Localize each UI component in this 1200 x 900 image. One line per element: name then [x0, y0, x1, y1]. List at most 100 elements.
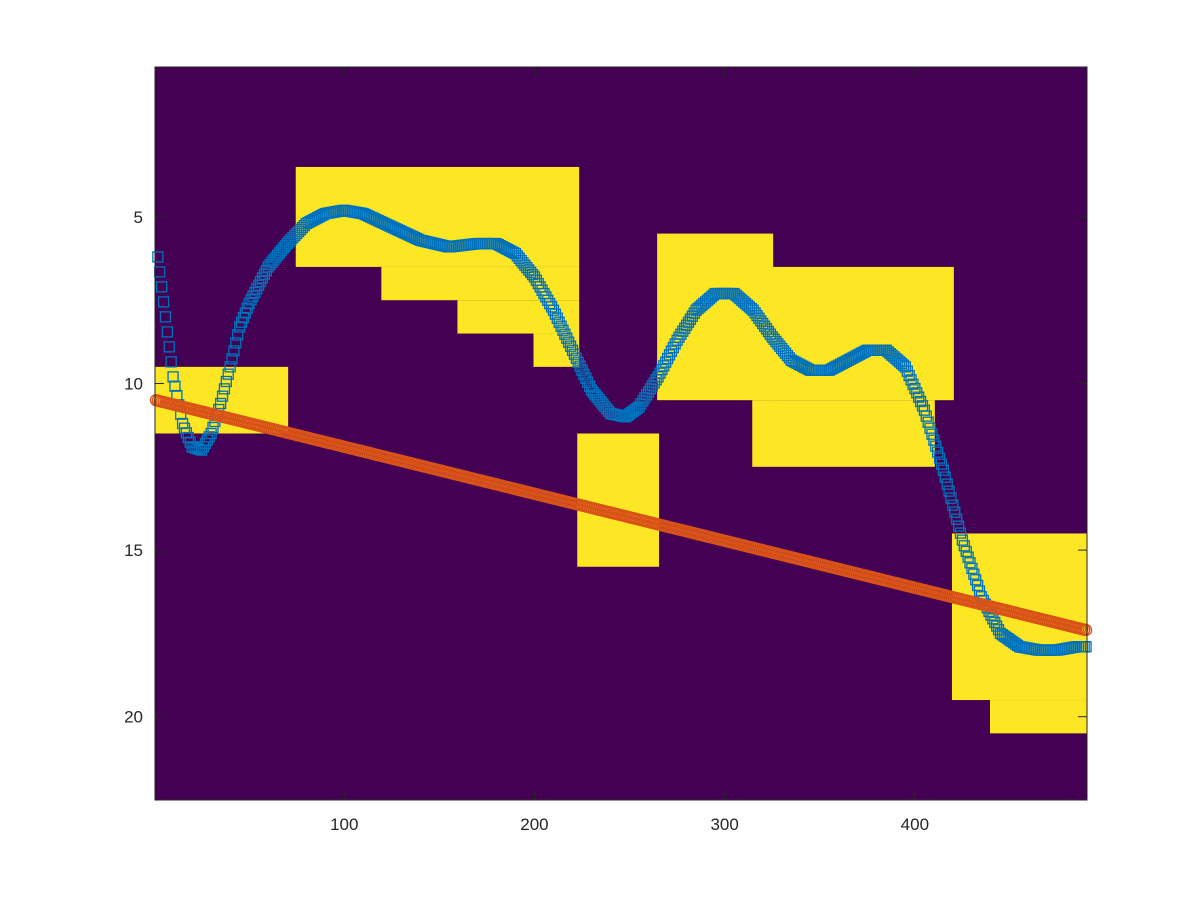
curve-marker [932, 446, 944, 458]
curve-marker [502, 243, 514, 256]
curve-marker [551, 312, 563, 324]
curve-marker [534, 281, 546, 293]
curve-marker [943, 485, 955, 497]
mask-block [752, 400, 935, 467]
curve-marker [642, 386, 655, 398]
y-tick-label: 5 [134, 208, 143, 227]
curve-marker [937, 464, 950, 476]
curve-marker [580, 372, 592, 384]
curve-marker [663, 349, 676, 361]
curve-marker [283, 235, 295, 248]
curve-marker [922, 416, 934, 428]
y-axis-ticks: 5 10 15 20 [124, 208, 1087, 727]
curve-marker [538, 287, 550, 300]
curve-marker [989, 616, 1001, 629]
curve-marker [561, 332, 573, 344]
curve-marker [656, 363, 668, 376]
curve-marker [641, 389, 653, 401]
curve-marker [669, 338, 681, 350]
curve-marker [157, 296, 170, 308]
curve-marker [169, 380, 181, 392]
curve-marker [256, 272, 269, 284]
curve-marker [247, 290, 259, 302]
y-tick-label: 15 [124, 541, 143, 560]
curve-marker [203, 431, 215, 443]
curve-marker [661, 352, 674, 365]
curve-marker [665, 345, 678, 357]
curve-marker [555, 320, 567, 332]
curve-marker [197, 441, 210, 453]
curve-marker [243, 297, 255, 310]
curve-marker [199, 437, 212, 450]
curve-marker [629, 404, 641, 416]
curve-marker [167, 371, 179, 383]
curve-marker [947, 499, 959, 511]
curve-marker [568, 348, 581, 360]
curve-marker [679, 322, 691, 334]
curve-marker [218, 383, 231, 395]
curve-marker [228, 345, 240, 357]
curve-marker [914, 395, 927, 408]
curve-marker [966, 562, 978, 575]
curve-marker [553, 316, 565, 328]
curve-marker [956, 534, 969, 546]
curve-marker [973, 585, 986, 597]
curve-marker [673, 331, 685, 343]
curve-marker [540, 291, 552, 303]
curve-marker [899, 361, 912, 373]
curve-marker [633, 401, 645, 413]
curve-marker [671, 334, 683, 346]
mask-block [989, 700, 1087, 734]
curve-marker [958, 540, 970, 552]
curve-marker [287, 231, 299, 244]
curve-marker [582, 376, 594, 388]
curve-marker [254, 275, 267, 288]
curve-marker [291, 227, 303, 240]
curve-marker [686, 310, 698, 322]
curve-marker [924, 422, 936, 434]
curve-marker [682, 316, 695, 328]
curve-marker [658, 360, 670, 372]
x-tick-label: 400 [901, 815, 929, 834]
curve-marker [918, 404, 931, 416]
curve-marker [620, 411, 632, 423]
curve-marker [639, 392, 651, 404]
curve-marker [745, 302, 757, 315]
curve-marker [991, 620, 1003, 632]
curve-marker [646, 380, 659, 392]
curve-marker [578, 368, 590, 380]
curve-marker [625, 406, 638, 419]
curve-marker [152, 251, 164, 263]
curve-marker [675, 328, 687, 340]
curve-marker [903, 369, 915, 382]
curve-marker [526, 268, 539, 281]
curve-marker [201, 434, 213, 446]
curve-marker [920, 410, 932, 422]
curve-marker [245, 294, 257, 306]
curve-marker [205, 427, 217, 440]
curve-marker [159, 311, 172, 323]
curve-marker [680, 319, 693, 331]
curve-marker [574, 360, 586, 372]
line-marker [1079, 623, 1093, 637]
curve-marker [667, 341, 679, 354]
curve-marker [905, 374, 917, 386]
curve-marker [507, 246, 520, 259]
curve-marker [954, 527, 967, 539]
curve-marker [294, 223, 307, 236]
curve-marker [576, 364, 588, 376]
curve-marker [951, 513, 963, 525]
curve-marker [165, 356, 177, 368]
curve-marker [207, 421, 219, 434]
curve-marker [194, 443, 206, 456]
curve-marker [623, 408, 636, 420]
curve-marker [583, 380, 596, 392]
curve-marker [901, 365, 913, 377]
curve-marker [163, 341, 175, 353]
curve-marker [677, 325, 689, 337]
curve-marker [970, 574, 982, 586]
curve-marker [232, 329, 244, 341]
y-tick-label: 20 [124, 708, 143, 727]
curve-marker [909, 382, 921, 395]
